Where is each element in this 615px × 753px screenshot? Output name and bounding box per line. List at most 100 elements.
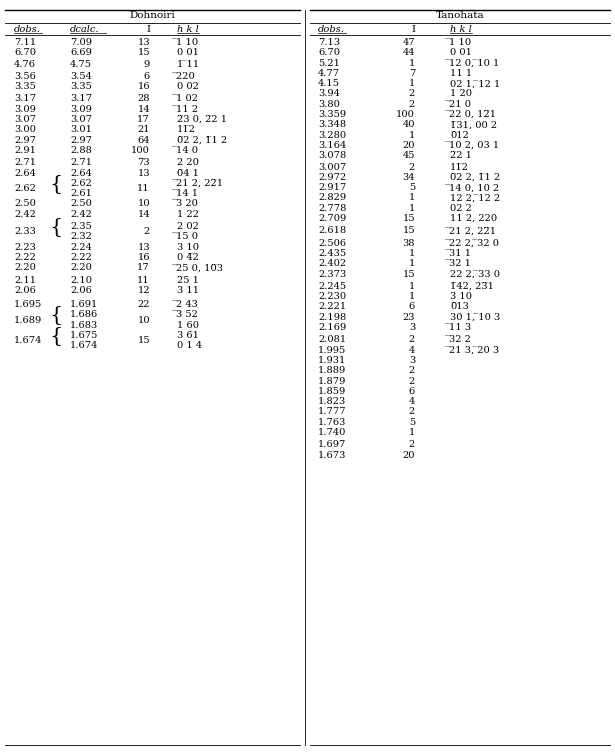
Text: 11 2, 220: 11 2, 220 (450, 214, 497, 223)
Text: 2: 2 (409, 335, 415, 344)
Text: ̅14 0, 10 2: ̅14 0, 10 2 (450, 183, 500, 192)
Text: 2.198: 2.198 (318, 312, 346, 322)
Text: 2 20: 2 20 (177, 158, 199, 167)
Text: 2.50: 2.50 (14, 200, 36, 209)
Text: 28: 28 (138, 94, 150, 103)
Text: 2.917: 2.917 (318, 183, 346, 192)
Text: 1.823: 1.823 (318, 397, 346, 406)
Text: 2.11: 2.11 (14, 276, 36, 285)
Text: 1.689: 1.689 (14, 316, 42, 325)
Text: 1̅42, 23̅1: 1̅42, 23̅1 (450, 282, 494, 291)
Text: ̅31 1: ̅31 1 (450, 249, 472, 258)
Text: 7: 7 (408, 69, 415, 78)
Text: 2.97: 2.97 (14, 136, 36, 145)
Text: ̅12 0, ̅10 1: ̅12 0, ̅10 1 (450, 59, 501, 68)
Text: 2.709: 2.709 (318, 214, 346, 223)
Text: 2.778: 2.778 (318, 204, 346, 213)
Text: 3.348: 3.348 (318, 120, 346, 130)
Text: 6: 6 (409, 303, 415, 312)
Text: 11: 11 (137, 276, 150, 285)
Text: 23: 23 (402, 312, 415, 322)
Text: 1: 1 (408, 292, 415, 301)
Text: dobs.: dobs. (318, 25, 345, 34)
Text: I: I (146, 25, 150, 34)
Text: ̅1 02: ̅1 02 (177, 94, 199, 103)
Text: I: I (411, 25, 415, 34)
Text: 2.71: 2.71 (70, 158, 92, 167)
Text: 40: 40 (402, 120, 415, 130)
Text: 10: 10 (137, 316, 150, 325)
Text: 1.995: 1.995 (318, 346, 346, 355)
Text: 1.686: 1.686 (70, 310, 98, 319)
Text: ̅22 2, ̅32 0: ̅22 2, ̅32 0 (450, 239, 500, 248)
Text: 4.77: 4.77 (318, 69, 340, 78)
Text: 100: 100 (396, 110, 415, 119)
Text: 1: 1 (408, 204, 415, 213)
Text: 3: 3 (409, 323, 415, 332)
Text: 38: 38 (402, 239, 415, 248)
Text: 9: 9 (144, 59, 150, 69)
Text: 2.10: 2.10 (70, 276, 92, 285)
Text: 02 1, ̅12 1: 02 1, ̅12 1 (450, 79, 501, 88)
Text: 2: 2 (409, 366, 415, 375)
Text: 3.17: 3.17 (70, 94, 92, 103)
Text: 3.00: 3.00 (14, 126, 36, 134)
Text: 02 2: 02 2 (450, 204, 472, 213)
Text: 1̅31, 00 2: 1̅31, 00 2 (450, 120, 497, 130)
Text: {: { (50, 218, 63, 236)
Text: 17: 17 (137, 115, 150, 124)
Text: 3.09: 3.09 (14, 105, 36, 114)
Text: 1 ̅11: 1 ̅11 (177, 59, 199, 69)
Text: 4: 4 (409, 397, 415, 406)
Text: 2.06: 2.06 (14, 286, 36, 295)
Text: 7.09: 7.09 (70, 38, 92, 47)
Text: 21: 21 (137, 126, 150, 134)
Text: 15: 15 (402, 270, 415, 279)
Text: 1.859: 1.859 (318, 387, 346, 396)
Text: 3.359: 3.359 (318, 110, 346, 119)
Text: 3.80: 3.80 (318, 100, 340, 108)
Text: 2.33: 2.33 (14, 227, 36, 236)
Text: 1.763: 1.763 (318, 418, 346, 427)
Text: 45: 45 (402, 151, 415, 160)
Text: 4.75: 4.75 (70, 59, 92, 69)
Text: 1: 1 (408, 131, 415, 140)
Text: ̅21 3, ̅20 3: ̅21 3, ̅20 3 (450, 346, 500, 355)
Text: 1: 1 (408, 282, 415, 291)
Text: 0̅2 2, 1̅1 2: 0̅2 2, 1̅1 2 (177, 136, 228, 145)
Text: 2̅2 1: 2̅2 1 (450, 151, 472, 160)
Text: 1: 1 (408, 79, 415, 88)
Text: 22 2, ̅33 0: 22 2, ̅33 0 (450, 270, 500, 279)
Text: ̅220: ̅220 (177, 72, 196, 81)
Text: 1 22: 1 22 (177, 210, 199, 219)
Text: 2.06: 2.06 (70, 286, 92, 295)
Text: 15: 15 (137, 337, 150, 345)
Text: 2.20: 2.20 (70, 264, 92, 273)
Text: 2.22: 2.22 (14, 253, 36, 262)
Text: dcalc.: dcalc. (70, 25, 100, 34)
Text: 2.50: 2.50 (70, 200, 92, 209)
Text: 0 4̅2: 0 4̅2 (177, 253, 199, 262)
Text: 3.17: 3.17 (14, 94, 36, 103)
Text: 44: 44 (402, 48, 415, 57)
Text: 4.15: 4.15 (318, 79, 340, 88)
Text: 3.07: 3.07 (14, 115, 36, 124)
Text: 0̅12: 0̅12 (450, 131, 469, 140)
Text: 2.88: 2.88 (70, 146, 92, 155)
Text: 0̅4 1: 0̅4 1 (177, 169, 199, 178)
Text: 2.22: 2.22 (70, 253, 92, 262)
Text: 3.01: 3.01 (70, 126, 92, 134)
Text: 3.007: 3.007 (318, 163, 346, 172)
Text: 30 1, ̅10 3: 30 1, ̅10 3 (450, 312, 500, 322)
Text: ̅10 2, 03 1: ̅10 2, 03 1 (450, 141, 500, 150)
Text: 7.11: 7.11 (14, 38, 36, 47)
Text: 2.62: 2.62 (14, 184, 36, 193)
Text: 1.674: 1.674 (70, 341, 98, 350)
Text: ̅11 3: ̅11 3 (450, 323, 472, 332)
Text: 1.683: 1.683 (70, 321, 98, 330)
Text: 13: 13 (137, 242, 150, 252)
Text: 11: 11 (137, 184, 150, 193)
Text: 2.245: 2.245 (318, 282, 346, 291)
Text: 3 11: 3 11 (177, 286, 199, 295)
Text: 1.740: 1.740 (318, 428, 346, 437)
